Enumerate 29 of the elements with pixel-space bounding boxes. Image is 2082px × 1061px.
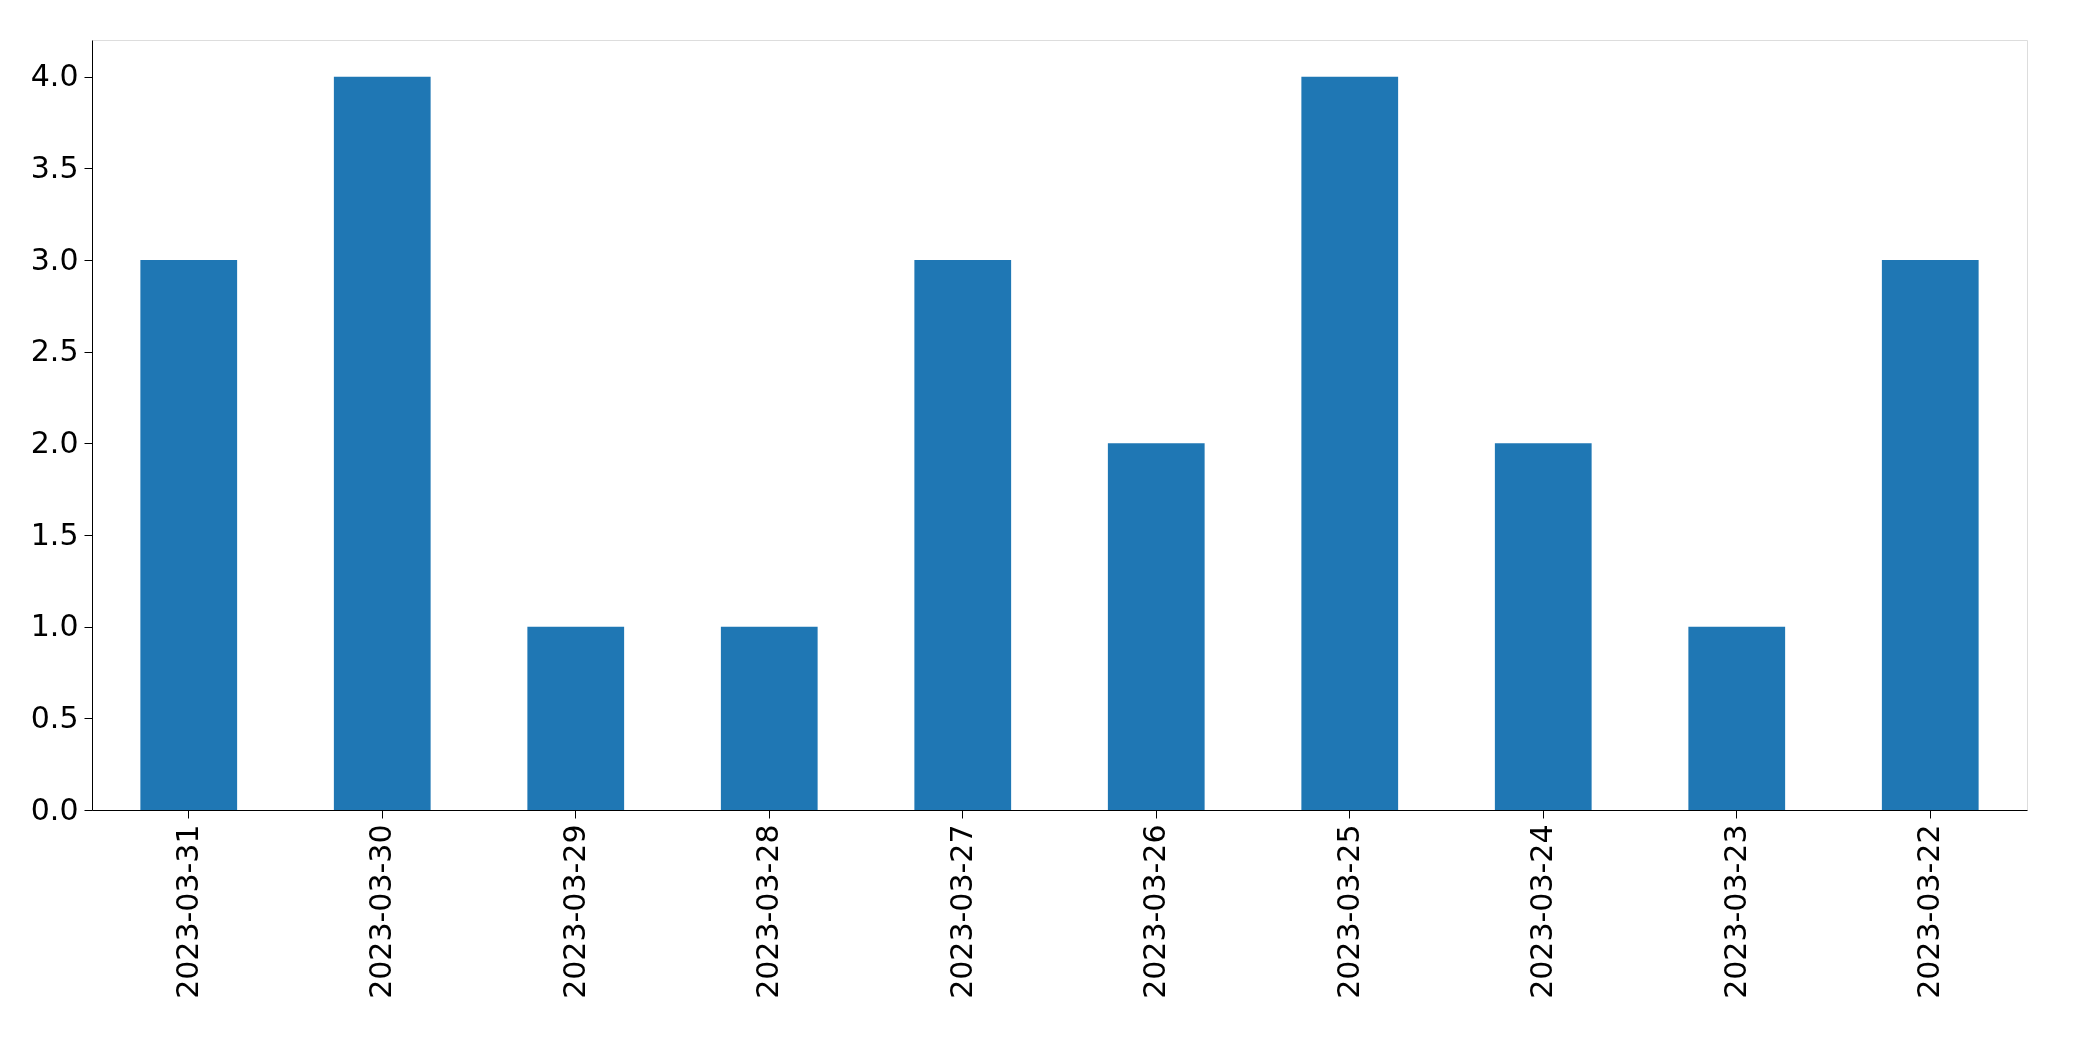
y-tick-label: 2.0 xyxy=(30,424,79,460)
y-tick-label: 3.0 xyxy=(30,241,79,277)
x-tick-label: 2023-03-23 xyxy=(1717,824,1753,999)
bar xyxy=(914,260,1012,810)
bar xyxy=(720,626,818,810)
y-tick-label: 1.5 xyxy=(30,516,79,552)
x-tick-label: 2023-03-29 xyxy=(556,824,592,999)
bar xyxy=(140,260,238,810)
x-tick-label: 2023-03-28 xyxy=(750,824,786,999)
x-tick-label: 2023-03-27 xyxy=(943,824,979,999)
y-tick-label: 0.5 xyxy=(30,699,79,735)
bar xyxy=(1107,443,1205,810)
bar xyxy=(1881,260,1979,810)
x-tick-label: 2023-03-22 xyxy=(1911,824,1947,999)
bar xyxy=(333,76,431,810)
y-tick-label: 0.0 xyxy=(30,791,79,827)
bar xyxy=(1688,626,1786,810)
x-tick-label: 2023-03-25 xyxy=(1330,824,1366,999)
y-tick-label: 4.0 xyxy=(30,58,79,94)
bar xyxy=(1494,443,1592,810)
y-tick-label: 2.5 xyxy=(30,333,79,369)
y-tick-label: 1.0 xyxy=(30,608,79,644)
x-tick-label: 2023-03-24 xyxy=(1524,824,1560,999)
bar xyxy=(1301,76,1399,810)
x-tick-label: 2023-03-31 xyxy=(169,824,205,999)
y-tick-label: 3.5 xyxy=(30,149,79,185)
x-tick-label: 2023-03-26 xyxy=(1137,824,1173,999)
bar xyxy=(527,626,625,810)
x-tick-label: 2023-03-30 xyxy=(363,824,399,999)
